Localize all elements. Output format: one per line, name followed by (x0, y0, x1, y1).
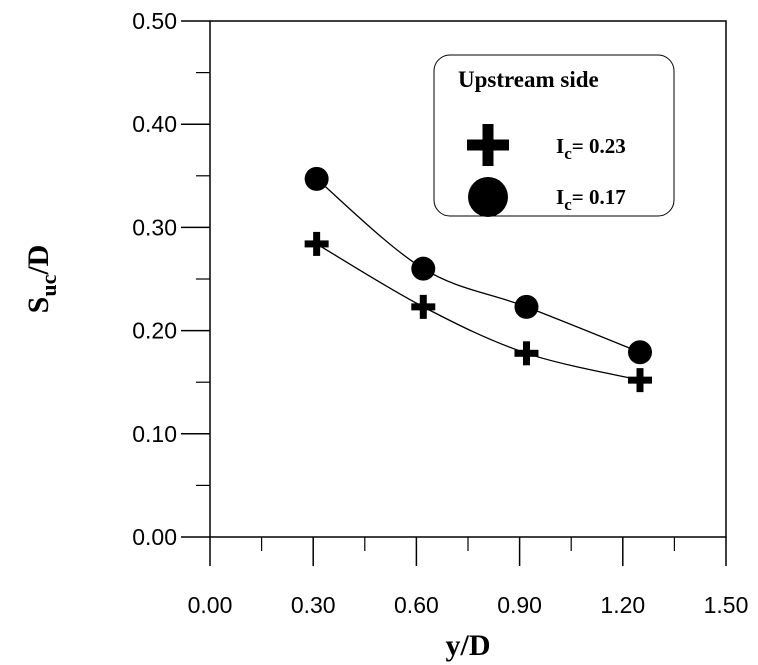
fit-curve-series-2 (316, 178, 641, 353)
legend-label-series-2-sub: c (564, 195, 572, 214)
legend-label-series-1-main: I (556, 134, 564, 158)
fit-curve-series-1 (316, 243, 641, 381)
legend-label-series-1: Ic= 0.23 (556, 134, 626, 163)
data-point-circle (514, 294, 539, 319)
legend-title: Upstream side (458, 67, 599, 92)
legend-box (433, 54, 675, 217)
y-axis-title: Suc/D (22, 245, 61, 314)
legend-label-series-2: Ic= 0.17 (556, 185, 626, 214)
data-point-circle (304, 166, 329, 191)
y-tick-label: 0.30 (132, 214, 177, 240)
data-point-plus (628, 368, 652, 393)
data-markers (304, 166, 652, 393)
x-tick-label: 0.60 (394, 592, 439, 618)
data-point-plus (304, 231, 329, 256)
y-tick-label: 0.10 (132, 421, 177, 447)
y-tick-label: 0.20 (132, 318, 177, 344)
y-axis-title-tail: /D (22, 245, 55, 276)
x-tick-label: 0.00 (188, 592, 233, 618)
x-tick-label: 1.50 (704, 592, 749, 618)
y-axis-ticks: 0.00 0.10 0.20 0.30 0.40 0.50 (132, 8, 210, 550)
legend-label-series-1-sub: c (564, 144, 572, 163)
legend-plus-icon (467, 124, 509, 166)
legend-circle-icon (468, 177, 508, 217)
legend-label-series-2-tail: = 0.17 (572, 185, 626, 209)
x-tick-label: 1.20 (600, 592, 645, 618)
data-point-circle (411, 256, 436, 281)
x-tick-label: 0.30 (291, 592, 336, 618)
data-point-plus (411, 294, 436, 319)
legend-label-series-1-tail: = 0.23 (572, 134, 626, 158)
fit-curves (316, 178, 641, 381)
legend-label-series-2-main: I (556, 185, 564, 209)
data-point-circle (628, 340, 652, 365)
x-axis-title: y/D (446, 629, 491, 662)
y-tick-label: 0.40 (132, 111, 177, 137)
y-tick-label: 0.50 (132, 8, 177, 34)
legend: Upstream side Ic= 0.23 Ic= 0.17 (433, 54, 675, 217)
y-tick-label: 0.00 (132, 524, 177, 550)
x-tick-label: 0.90 (497, 592, 542, 618)
data-point-plus (514, 341, 539, 366)
y-axis-title-sub: uc (36, 274, 61, 296)
y-axis-title-main: S (22, 297, 55, 314)
x-axis-ticks: 0.00 0.30 0.60 0.90 1.20 1.50 (188, 537, 749, 618)
